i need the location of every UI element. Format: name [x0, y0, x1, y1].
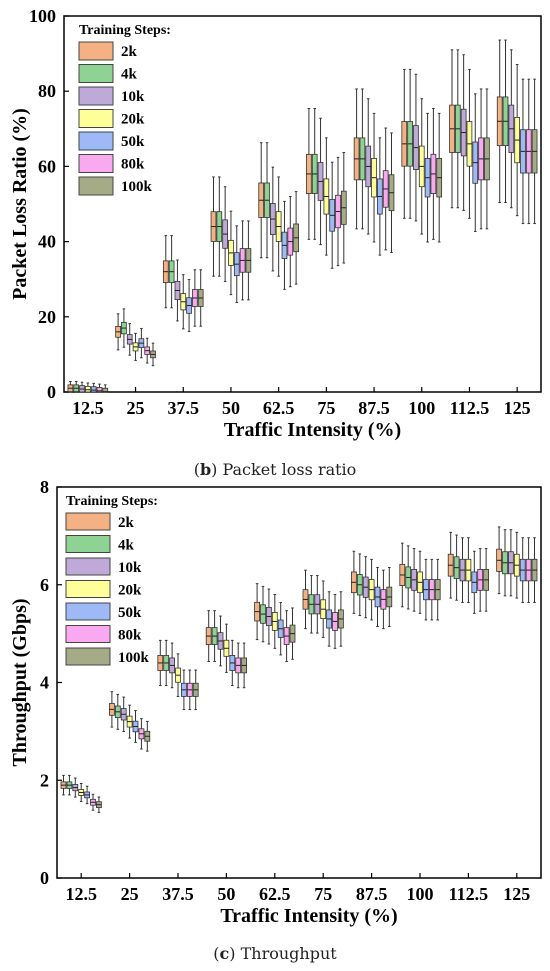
legend-swatch [78, 86, 114, 106]
box-20k [85, 385, 91, 393]
x-tick-label: 87.5 [356, 884, 388, 904]
legend-swatch [78, 131, 114, 151]
legend-label: 100k [121, 179, 153, 195]
legend-label: 20k [121, 112, 145, 128]
legend-swatch [65, 647, 111, 666]
caption-b: (b) Packet loss ratio [193, 460, 357, 479]
y-tick-label: 6 [40, 575, 49, 595]
x-tick-label: 125 [503, 884, 530, 904]
x-tick-label: 87.5 [358, 398, 390, 418]
x-tick-label: 50 [217, 884, 235, 904]
x-tick-label: 100 [408, 398, 435, 418]
x-tick-label: 112.5 [449, 884, 489, 904]
x-tick-label: 75 [314, 884, 332, 904]
x-tick-label: 62.5 [263, 398, 295, 418]
legend-swatch [78, 176, 114, 196]
x-tick-label: 12.5 [65, 884, 97, 904]
box-50k [90, 386, 97, 393]
y-tick-label: 0 [40, 868, 49, 888]
x-tick-label: 112.5 [450, 398, 490, 418]
x-tick-label: 62.5 [259, 884, 291, 904]
legend-swatch [78, 64, 114, 83]
chart-panel-c: 0 2 4 6 8 12.5 25 37.5 50 62.5 75 87.5 100 112.5 125 Tr… [9, 477, 542, 927]
legend-swatch [65, 512, 111, 531]
chart-panel-b: 0 20 40 60 80 100 12.5 25 37.5 50 62.5 75 87.5 100 112… [9, 6, 542, 441]
caption-c: (c) Throughput [213, 944, 337, 963]
x-axis-title: Traffic Intensity (%) [224, 419, 401, 441]
legend-label: 80k [118, 628, 142, 644]
y-tick-label: 4 [40, 673, 49, 693]
legend-label: 80k [121, 157, 145, 173]
legend-swatch [65, 535, 111, 553]
legend-label: 100k [118, 650, 150, 666]
legend-label: 10k [118, 560, 142, 576]
x-tick-label: 37.5 [162, 884, 194, 904]
legend-label: 50k [121, 134, 145, 150]
x-tick-label: 12.5 [72, 398, 104, 418]
y-axis-title: Packet Loss Ratio (%) [9, 108, 31, 300]
y-tick-label: 0 [47, 382, 56, 402]
x-tick-label: 25 [127, 398, 145, 418]
x-tick-label: 75 [317, 398, 335, 418]
legend-swatch [65, 580, 111, 598]
x-axis-title: Traffic Intensity (%) [220, 905, 397, 927]
box-80k [96, 387, 103, 393]
x-tick-label: 25 [121, 884, 139, 904]
legend-label: 4k [118, 538, 135, 554]
legend-label: 2k [121, 44, 138, 60]
x-tick-label: 100 [407, 884, 434, 904]
y-tick-label: 100 [29, 6, 56, 26]
y-axis-title: Throughput (Gbps) [9, 598, 31, 766]
legend-label: 10k [121, 89, 145, 105]
y-tick-label: 60 [38, 156, 56, 176]
legend-title: Training Steps: [79, 23, 171, 38]
y-tick-label: 2 [40, 770, 49, 790]
x-tick-label: 37.5 [168, 398, 200, 418]
y-tick-label: 40 [38, 232, 56, 252]
y-tick-label: 80 [38, 81, 56, 101]
legend-swatch [78, 109, 114, 128]
legend-label: 20k [118, 583, 142, 599]
legend-label: 4k [121, 67, 138, 83]
legend-title: Training Steps: [66, 494, 158, 509]
legend-label: 50k [118, 605, 142, 621]
legend-swatch [78, 154, 114, 173]
legend-swatch [78, 41, 114, 61]
plot-frame [63, 15, 542, 393]
y-tick-label: 20 [38, 307, 56, 327]
x-tick-label: 50 [222, 398, 240, 418]
y-tick-label: 8 [40, 477, 49, 497]
legend-swatch [65, 625, 111, 643]
legend-label: 2k [118, 515, 135, 531]
legend-swatch [65, 602, 111, 621]
legend-swatch [65, 557, 111, 576]
x-tick-label: 125 [504, 398, 531, 418]
